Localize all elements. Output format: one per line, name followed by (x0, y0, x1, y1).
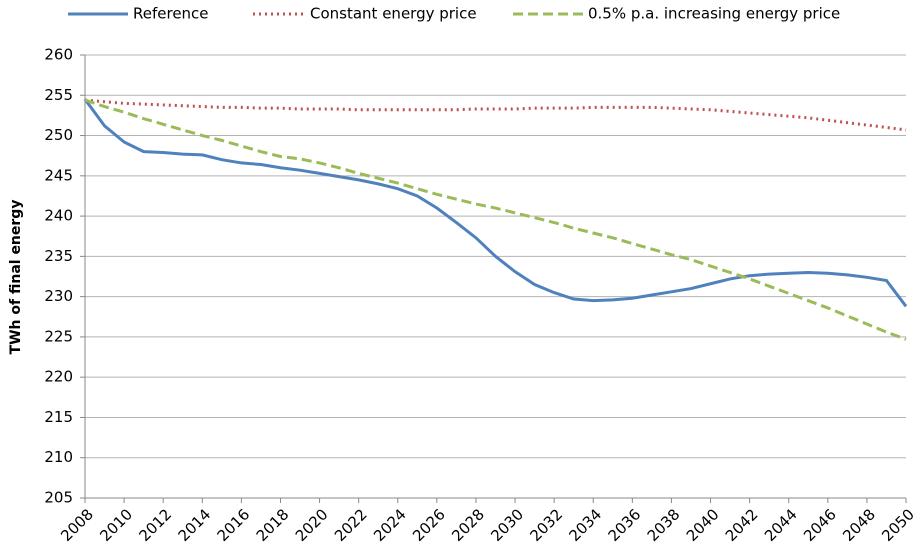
y-tick-label: 230 (44, 287, 73, 305)
y-tick-label: 225 (44, 327, 73, 345)
legend-label: Reference (133, 5, 209, 23)
y-tick-label: 205 (44, 489, 73, 507)
y-tick-label: 215 (44, 408, 73, 426)
x-tick-label: 2012 (135, 505, 175, 545)
x-tick-label: 2048 (839, 505, 879, 545)
y-tick-label: 250 (44, 126, 73, 144)
x-tick-label: 2050 (878, 505, 915, 545)
x-tick-label: 2008 (57, 505, 97, 545)
x-tick-label: 2046 (800, 505, 840, 545)
x-tick-label: 2042 (722, 505, 762, 545)
legend-label: Constant energy price (310, 5, 477, 23)
x-tick-label: 2022 (331, 505, 371, 545)
x-tick-label: 2016 (214, 505, 254, 545)
x-tick-label: 2032 (526, 505, 566, 545)
y-tick-label: 260 (44, 46, 73, 64)
x-tick-label: 2026 (409, 505, 449, 545)
y-tick-label: 245 (44, 166, 73, 184)
x-tick-label: 2040 (683, 505, 723, 545)
series-line (83, 98, 908, 308)
y-tick-label: 220 (44, 368, 73, 386)
x-tick-label: 2020 (292, 505, 332, 545)
series-line (84, 98, 907, 132)
x-tick-label: 2030 (487, 505, 527, 545)
y-tick-label: 240 (44, 207, 73, 225)
y-tick-label: 210 (44, 448, 73, 466)
legend-label: 0.5% p.a. increasing energy price (588, 5, 840, 23)
x-tick-label: 2044 (761, 505, 801, 545)
x-tick-label: 2038 (644, 505, 684, 545)
y-axis-label: TWh of final energy (8, 200, 24, 355)
y-tick-label: 235 (44, 247, 73, 265)
x-tick-label: 2036 (605, 505, 645, 545)
x-tick-label: 2014 (175, 505, 215, 545)
x-tick-label: 2028 (448, 505, 488, 545)
y-tick-label: 255 (44, 86, 73, 104)
x-tick-label: 2024 (370, 505, 410, 545)
x-tick-label: 2010 (96, 505, 136, 545)
x-tick-label: 2018 (253, 505, 293, 545)
x-tick-label: 2034 (566, 505, 606, 545)
series-line (84, 98, 907, 341)
